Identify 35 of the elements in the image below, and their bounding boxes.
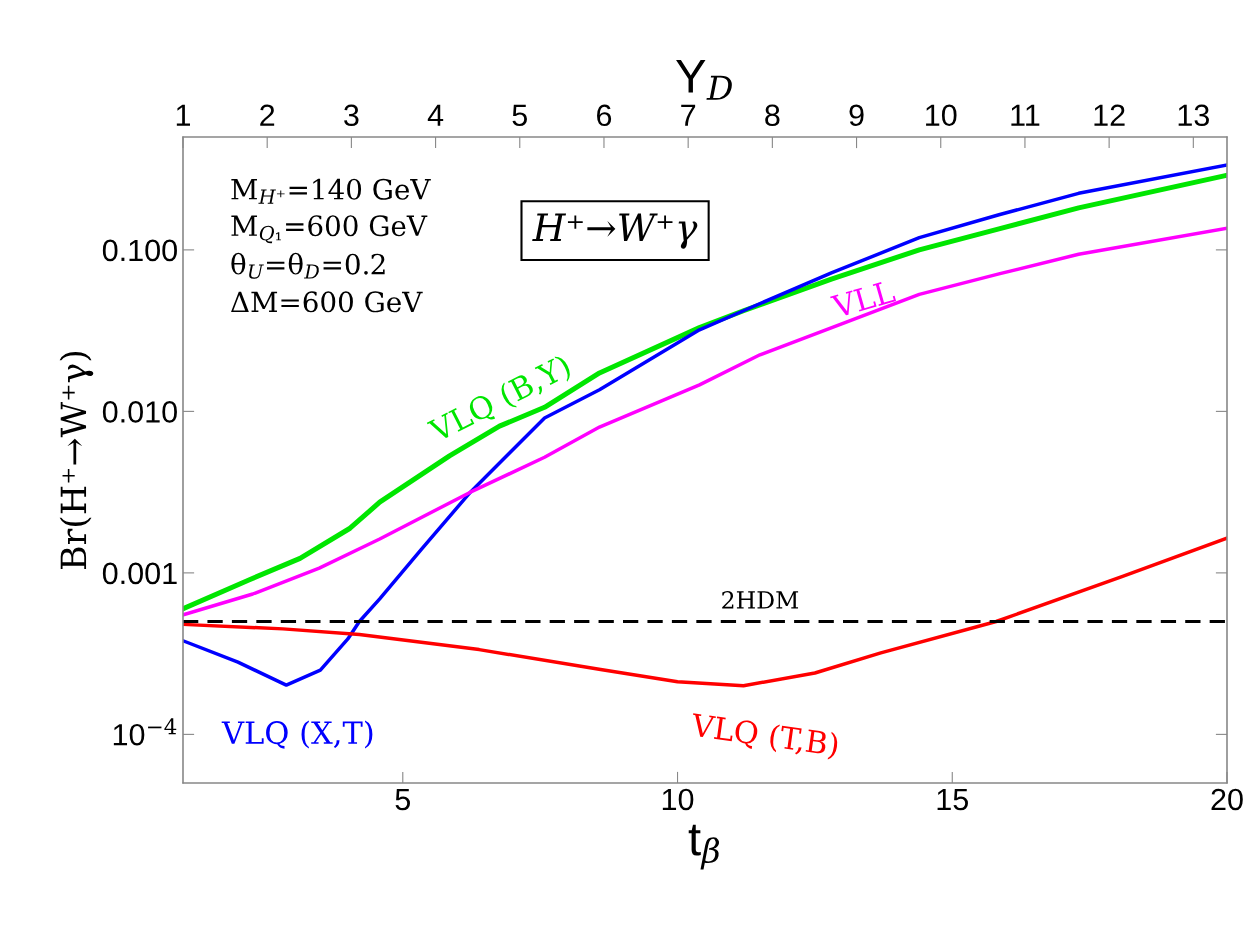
x2-tick-label: 8	[765, 104, 780, 127]
line-series	[183, 163, 1227, 687]
annotation: H⁺→W⁺γ	[532, 213, 698, 249]
text: VLQ (T,B)	[689, 712, 839, 761]
text: VLL	[830, 279, 897, 319]
ref-line-label: 2HDM	[722, 591, 799, 609]
line-series	[183, 536, 1227, 688]
x-tick-label: 15	[937, 788, 968, 811]
y-tick-label: 0.010	[102, 401, 177, 423]
y-tick-label: 0.100	[102, 239, 177, 262]
x2-tick-label: 9	[849, 104, 864, 127]
y-tick-label: 10$^{−4}$	[113, 718, 177, 746]
series-label: VLQ (X,T)	[221, 720, 373, 749]
annotation: M$_{H⁺}$=140 GeV	[231, 178, 431, 204]
x-tick-label: 10	[662, 788, 694, 811]
x2-tick-label: 10	[926, 104, 957, 127]
x2-tick-label: 3	[344, 104, 359, 127]
x-tick-label: 20	[1211, 788, 1243, 811]
annotation: ΔM=600 GeV	[231, 291, 423, 313]
y-axis-title: Br(H⁺→W⁺γ)	[59, 351, 94, 569]
x-axis-title: t$_{β}$	[688, 824, 720, 870]
x2-tick-label: 4	[427, 104, 444, 126]
x2-tick-label: 2	[260, 104, 275, 126]
x2-axis-title: Y$_{D}$	[676, 59, 732, 100]
y-tick-label: 0.001	[102, 562, 177, 585]
x2-tick-label: 7	[681, 104, 696, 126]
annotation: θ$_{U}$=θ$_{D}$=0.2	[231, 252, 385, 279]
x2-tick-label: 12	[1094, 104, 1125, 126]
x2-tick-label: 1	[176, 104, 191, 126]
x-tick-label: 5	[395, 788, 411, 811]
x2-tick-label: 13	[1178, 104, 1209, 127]
x2-tick-label: 11	[1011, 104, 1040, 126]
annotation: M$_{Q₁}$=600 GeV	[231, 215, 428, 244]
x2-tick-label: 5	[512, 104, 527, 127]
x2-tick-label: 6	[597, 104, 612, 127]
